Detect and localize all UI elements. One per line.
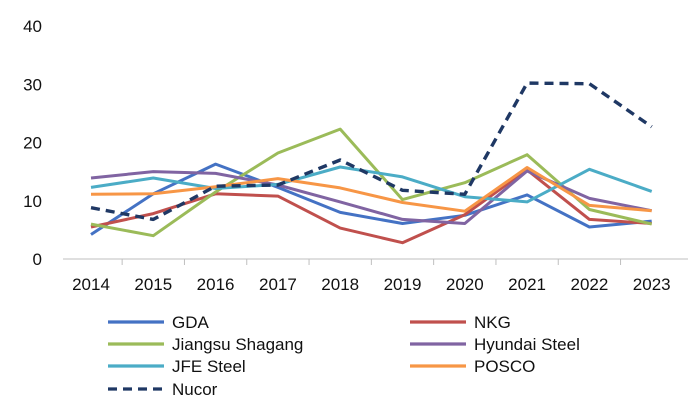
legend-label-posco: POSCO xyxy=(474,357,535,376)
y-axis-labels: 0 10 20 30 40 xyxy=(23,17,42,269)
y-tick-label-20: 20 xyxy=(23,134,42,153)
legend-label-nkg: NKG xyxy=(474,313,511,332)
x-tick-label-2023: 2023 xyxy=(633,275,671,294)
x-tick-label-2021: 2021 xyxy=(508,275,546,294)
y-tick-label-40: 40 xyxy=(23,17,42,36)
x-tick-label-2019: 2019 xyxy=(384,275,422,294)
series-line-posco xyxy=(90,166,652,213)
x-axis: 2014 2015 2016 2017 2018 2019 2020 2021 2022 2023 xyxy=(63,258,688,294)
x-tick-label-2016: 2016 xyxy=(197,275,235,294)
y-tick-label-30: 30 xyxy=(23,75,42,94)
legend-label-gda: GDA xyxy=(172,313,210,332)
legend-label-hyundai-steel: Hyundai Steel xyxy=(474,335,580,354)
y-tick-label-0: 0 xyxy=(33,250,42,269)
x-tick-label-2017: 2017 xyxy=(259,275,297,294)
x-tick-label-2014: 2014 xyxy=(72,275,110,294)
x-tick-label-2018: 2018 xyxy=(321,275,359,294)
series-line-gda xyxy=(90,162,652,236)
legend-label-jfe-steel: JFE Steel xyxy=(172,357,246,376)
x-tick-label-2015: 2015 xyxy=(134,275,172,294)
x-tick-label-2020: 2020 xyxy=(446,275,484,294)
series-line-jiangsu-shagang xyxy=(90,127,653,238)
series-lines xyxy=(90,81,653,245)
legend-label-nucor: Nucor xyxy=(172,380,218,399)
series-line-nucor xyxy=(90,81,653,222)
y-tick-label-10: 10 xyxy=(23,192,42,211)
legend-label-jiangsu-shagang: Jiangsu Shagang xyxy=(172,335,303,354)
x-tick-label-2022: 2022 xyxy=(570,275,608,294)
legend: GDA NKG Jiangsu Shagang Hyundai Steel JFE St… xyxy=(108,313,580,399)
